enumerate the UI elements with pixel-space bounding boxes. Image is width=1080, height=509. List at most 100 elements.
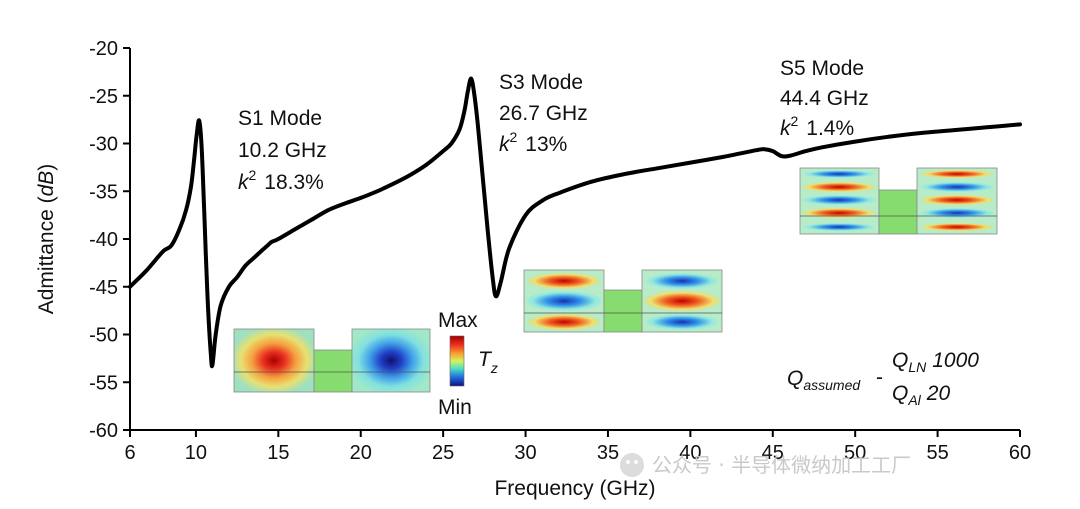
colorbar-symbol-sub: z [490,360,498,376]
s3-k: k [499,133,511,156]
s5-gap [878,189,918,235]
s5-right-band-4 [920,208,994,218]
q-dash: - [876,366,883,389]
x-tick-label: 60 [1009,442,1031,464]
x-tick-label: 10 [185,442,207,464]
wechat-icon [620,453,644,477]
q-ln-sub: LN [908,359,927,375]
s3-gap [603,289,643,333]
y-tick-label: -25 [89,86,118,108]
y-axis-label: Admittance (dB) [35,164,58,315]
y-ticks: -20 -25 -30 -35 -40 -45 -50 -55 -60 [89,38,130,442]
s1-freq: 10.2 GHz [238,139,327,162]
s5-right-band-2 [920,182,994,192]
s5-k2: k2 1.4% [780,113,854,140]
s1-k: k [238,171,250,194]
s5-right-band-3 [920,195,994,205]
s3-freq: 26.7 GHz [499,102,588,125]
s3-title: S3 Mode [499,71,583,94]
y-tick-label: -20 [89,38,118,60]
s3-right-band-1 [646,273,718,289]
s1-left-electrode [233,328,315,393]
s1-title: S1 Mode [238,107,322,130]
y-axis-label-main: Admittance ( [35,196,58,314]
q-al-sub: Al [907,392,921,408]
y-tick-label: -30 [89,134,118,156]
s1-gap [313,349,353,393]
y-tick-label: -55 [89,372,118,394]
q-al: QAl 20 [892,382,950,408]
s3-mode-inset [523,269,723,333]
s3-k-exp: 2 [510,129,518,145]
y-axis-label-close: ) [35,164,58,171]
s5-k-exp: 2 [791,113,799,129]
y-tick-label: -35 [89,181,118,203]
colorbar-gradient [449,335,465,387]
colorbar-min: Min [438,396,472,419]
colorbar-symbol: Tz [478,348,498,376]
s5-mode-inset [799,167,998,235]
s1-right-electrode [351,328,431,393]
s5-left-band-4 [802,208,876,218]
s5-left-band-5 [803,223,875,231]
s5-k-val: 1.4% [806,117,854,140]
q-ln: QLN 1000 [892,349,979,375]
x-tick-label: 6 [124,442,135,464]
x-tick-label: 20 [350,442,372,464]
s5-right-band-5 [921,223,993,231]
watermark: 公众号 · 半导体微纳加工工厂 [620,453,911,477]
admittance-line [128,76,1022,369]
s5-annotation: S5 Mode 44.4 GHz k2 1.4% [780,57,869,140]
s3-left-band-3 [528,314,600,330]
s3-k-val: 13% [525,133,567,156]
x-tick-label: 45 [762,442,784,464]
s5-left-band-3 [802,195,876,205]
colorbar: Max Min Tz [438,309,498,419]
x-tick-label: 25 [432,442,454,464]
s1-annotation: S1 Mode 10.2 GHz k2 18.3% [238,107,327,194]
q-assumed-sub: assumed [803,377,861,393]
x-tick-label: 40 [679,442,701,464]
s3-left-band-1 [528,273,600,289]
q-assumed: Qassumed [787,367,861,393]
x-tick-label: 15 [267,442,289,464]
colorbar-max: Max [438,309,478,332]
x-ticks: 6 10 15 20 25 30 35 40 45 50 55 60 [124,430,1031,464]
s3-annotation: S3 Mode 26.7 GHz k2 13% [499,71,588,156]
y-tick-label: -50 [89,325,118,347]
s5-k: k [780,117,792,140]
s1-mode-inset [233,328,431,393]
x-tick-label: 35 [597,442,619,464]
q-ln-val: 1000 [932,349,979,372]
x-tick-label: 50 [844,442,866,464]
y-tick-label: -60 [89,420,118,442]
x-axis-label: Frequency (GHz) [494,477,655,500]
y-tick-label: -45 [89,277,118,299]
s5-freq: 44.4 GHz [780,87,869,110]
q-ln-q: Q [892,349,908,372]
s5-right-band-1 [921,170,993,178]
s5-left-band-1 [803,170,875,178]
wechat-eye-right [634,460,638,464]
y-axis-label-unit: dB [35,171,58,197]
s3-left-band-2 [526,291,602,311]
q-note: Qassumed - QLN 1000 QAl 20 [787,349,979,408]
s3-right-band-3 [646,314,718,330]
s3-k2: k2 13% [499,129,567,156]
x-tick-label: 55 [926,442,948,464]
s5-title: S5 Mode [780,57,864,80]
q-al-q: Q [892,382,908,405]
wechat-eye-left [626,460,630,464]
s1-k-val: 18.3% [264,171,324,194]
watermark-text: 公众号 · 半导体微纳加工工厂 [652,453,911,477]
s1-k2: k2 18.3% [238,167,324,194]
s1-k-exp: 2 [249,167,257,183]
s3-right-band-2 [644,291,720,311]
q-assumed-q: Q [787,367,803,390]
colorbar-symbol-t: T [478,348,493,371]
x-tick-label: 30 [514,442,536,464]
s5-left-band-2 [802,182,876,192]
q-al-val: 20 [926,382,951,405]
y-tick-label: -40 [89,229,118,251]
